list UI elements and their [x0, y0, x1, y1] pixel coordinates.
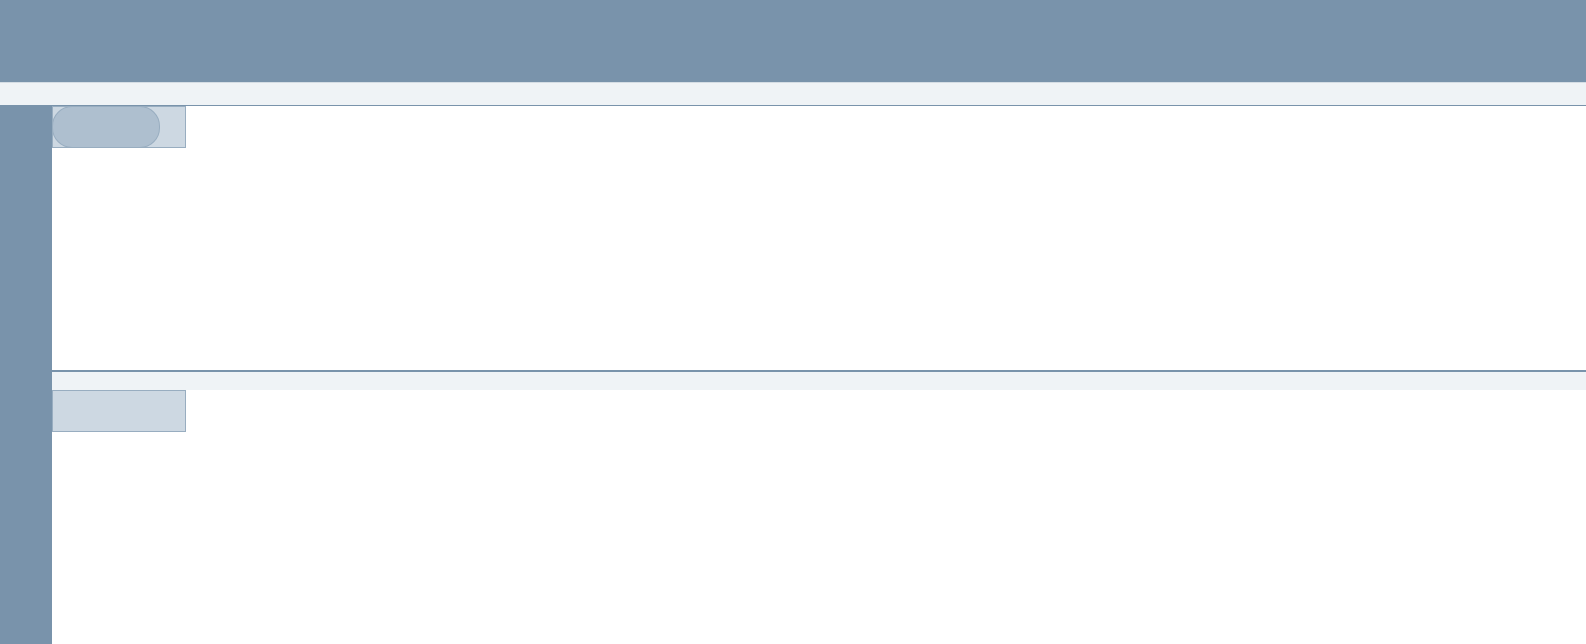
lane-label-filler — [0, 372, 52, 644]
lane-body-configurer — [52, 106, 1586, 370]
lane-body-filler — [52, 372, 1586, 644]
diagram-title-bar — [0, 0, 1586, 82]
lane-configurer — [0, 106, 1586, 371]
node-fill — [52, 390, 186, 432]
lane-label-configurer — [0, 106, 52, 370]
lane-filler — [0, 371, 1586, 644]
header-separator — [0, 82, 1586, 106]
node-end — [52, 106, 160, 148]
swimlanes-container — [0, 106, 1586, 644]
